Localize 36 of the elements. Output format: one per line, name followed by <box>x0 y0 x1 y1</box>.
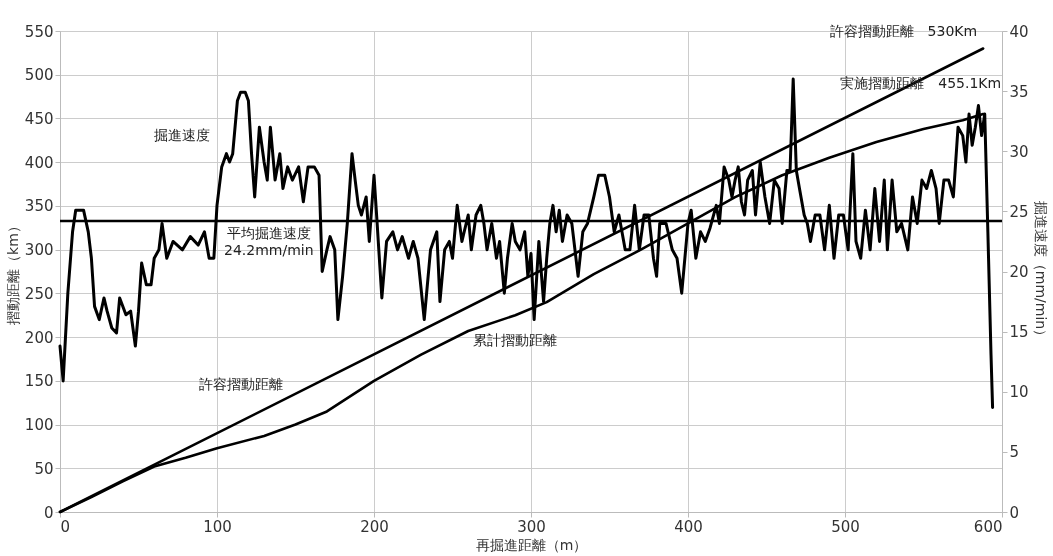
y-tick-label: 200 <box>24 328 54 347</box>
y-tick-label: 150 <box>24 372 54 391</box>
y2-tick-label: 25 <box>1009 202 1029 221</box>
x-tick-label: 200 <box>360 517 389 536</box>
y-tick-label: 550 <box>24 22 54 41</box>
x-tick-label: 500 <box>831 517 860 536</box>
y2-axis-title: 掘進速度（mm/min） <box>1032 200 1049 344</box>
y-tick-label: 500 <box>24 66 54 85</box>
y-tick-label: 350 <box>24 197 54 216</box>
y-tick-label: 100 <box>24 416 54 435</box>
y-axis-title: 摺動距離（km） <box>4 219 21 325</box>
series-label: 許容摺動距離 <box>198 376 283 393</box>
y2-tick-label: 15 <box>1009 323 1029 342</box>
ref-line-label: 平均掘進速度 24.2mm/min <box>224 224 314 258</box>
y2-tick-label: 5 <box>1009 443 1020 462</box>
y2-tick-label: 30 <box>1009 142 1029 161</box>
x-tick-label: 600 <box>973 517 1003 536</box>
x-tick-label: 400 <box>674 517 703 536</box>
y2-tick-label: 40 <box>1009 22 1029 41</box>
y-tick-label: 450 <box>24 109 54 128</box>
y2-tick-label: 20 <box>1009 263 1029 281</box>
y-tick-label: 0 <box>43 503 54 522</box>
x-tick-label: 0 <box>60 517 71 536</box>
y-tick-label: 300 <box>24 241 54 260</box>
y-tick-label: 400 <box>24 153 54 172</box>
y-tick-label: 250 <box>24 284 54 303</box>
y-tick-label: 50 <box>34 459 54 478</box>
y2-tick-label: 0 <box>1009 503 1020 522</box>
x-tick-label: 300 <box>517 517 546 536</box>
annotation: 許容摺動距離 530Km <box>829 23 978 40</box>
x-tick-label: 100 <box>203 517 232 536</box>
y2-tick-label: 35 <box>1009 82 1029 101</box>
series-label: 累計摺動距離 <box>473 332 558 349</box>
series-label: 掘進速度 <box>154 126 211 143</box>
y2-tick-label: 10 <box>1009 383 1029 402</box>
x-axis-title: 再掘進距離（m） <box>475 536 588 553</box>
